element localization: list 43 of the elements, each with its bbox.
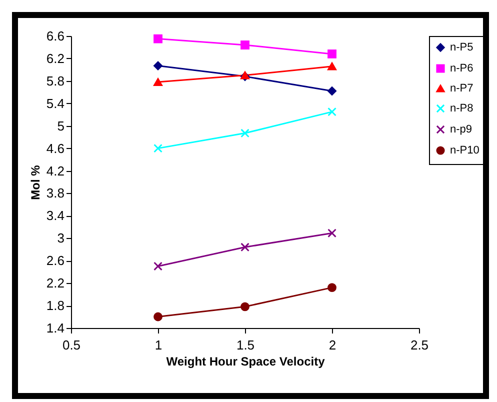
point <box>240 302 250 312</box>
point <box>154 34 162 44</box>
y-tick-label: 6.6 <box>46 28 64 44</box>
point <box>328 107 336 116</box>
legend-label: n-P6 <box>450 62 474 74</box>
point <box>328 50 336 58</box>
y-tick-label: 2.6 <box>46 253 64 268</box>
x-tick-label: 2.5 <box>410 338 429 352</box>
point <box>328 228 336 238</box>
point <box>328 283 336 292</box>
x-tick-label: 1.5 <box>236 338 255 352</box>
point <box>328 62 336 70</box>
x-tick-label: 2 <box>328 338 336 352</box>
y-tick-label: 3.4 <box>46 208 64 224</box>
y-tick-label: 5 <box>57 118 64 134</box>
point <box>328 86 336 96</box>
legend-label: n-P10 <box>450 144 480 156</box>
y-tick-label: 5.4 <box>46 96 64 111</box>
point <box>240 242 250 252</box>
point <box>154 78 162 86</box>
legend-label: n-P5 <box>450 42 474 54</box>
y-tick-label: 1.8 <box>46 298 64 314</box>
y-tick-label: 2.2 <box>46 276 64 291</box>
legend-label: n-P7 <box>450 82 474 94</box>
y-tick-label: 5.8 <box>46 73 64 88</box>
point <box>154 144 162 153</box>
y-tick-label: 6.2 <box>46 50 64 66</box>
y-tick-label: 4.2 <box>46 163 64 178</box>
legend-label: n-p9 <box>450 124 472 136</box>
point <box>154 61 162 70</box>
legend-label: n-P8 <box>450 102 474 114</box>
y-tick-label: 4.6 <box>46 140 64 156</box>
point <box>154 262 162 271</box>
point <box>240 40 250 50</box>
y-tick-label: 1.4 <box>46 320 64 336</box>
point <box>240 128 250 138</box>
x-axis-title: Weight Hour Space Velocity <box>166 354 326 368</box>
y-tick-label: 3 <box>57 230 64 246</box>
y-tick-label: 3.8 <box>46 186 64 201</box>
point <box>154 312 162 322</box>
x-tick-label: 0.5 <box>62 338 81 352</box>
x-tick-label: 1 <box>154 338 162 352</box>
y-axis-title: Mol % <box>28 164 42 200</box>
